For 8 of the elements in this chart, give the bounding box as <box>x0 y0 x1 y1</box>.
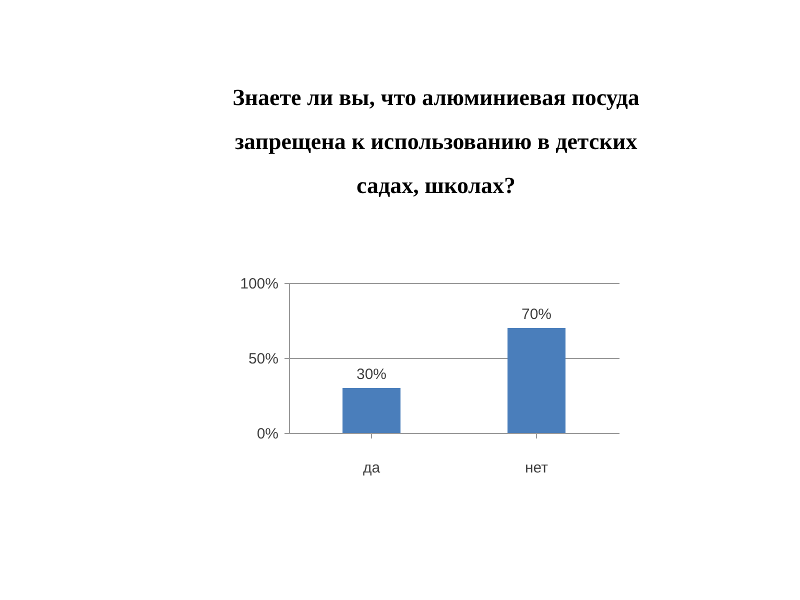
y-tick-label: 50% <box>248 350 278 368</box>
data-label: 30% <box>356 366 387 383</box>
data-label: 70% <box>521 306 552 323</box>
x-tick-label: да <box>362 460 381 476</box>
x-tick-label: нет <box>525 460 548 476</box>
chart-title: Знаете ли вы, что алюминиевая посуда запрещена к использованию в детских садах, школах? <box>232 85 640 198</box>
y-tick-label: 100% <box>240 276 278 292</box>
y-tick-label: 0% <box>256 426 278 442</box>
